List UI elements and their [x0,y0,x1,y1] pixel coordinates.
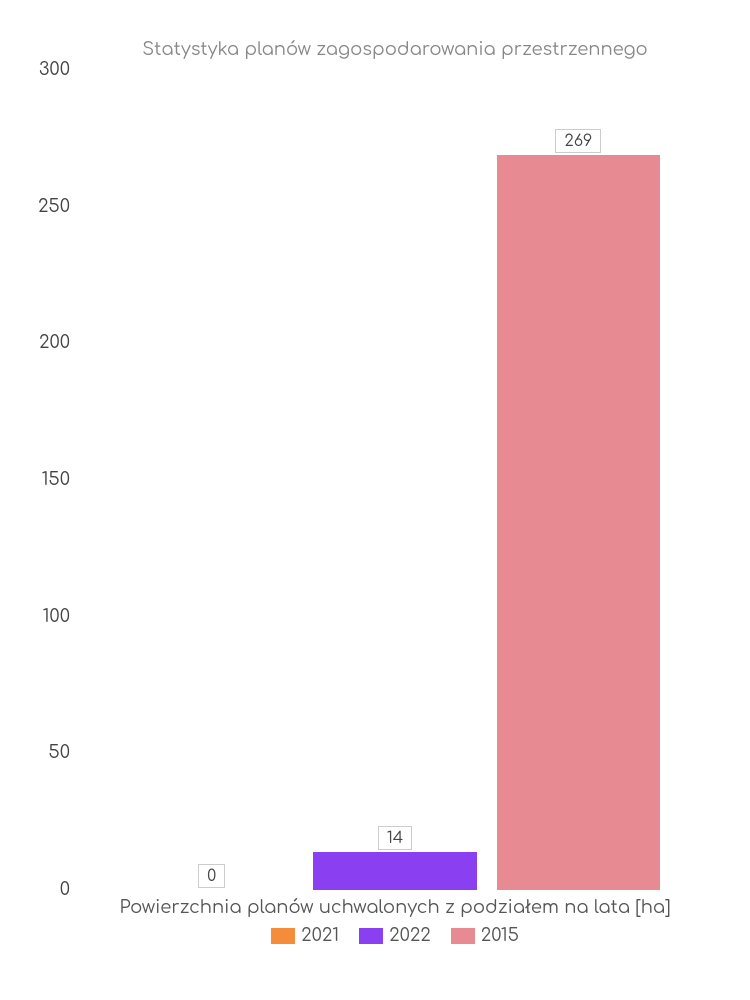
bar [313,852,476,890]
bar-slot: 0 [130,70,293,890]
legend-item: 2022 [359,926,431,946]
bar-value-label: 14 [378,826,412,850]
x-axis-label: Powierzchnia planów uchwalonych z podzia… [80,898,710,918]
y-tick: 0 [30,880,70,900]
chart-container: Statystyka planów zagospodarowania przes… [0,0,750,1000]
y-axis: 050100150200250300 [30,70,70,890]
legend-item: 2015 [451,926,519,946]
legend-item: 2021 [271,926,339,946]
chart-title: Statystyka planów zagospodarowania przes… [80,40,710,60]
y-tick: 50 [30,743,70,763]
bar-slot: 14 [313,70,476,890]
legend-swatch [359,928,383,944]
legend-label: 2015 [481,926,519,946]
legend-swatch [271,928,295,944]
bar-value-label: 269 [555,129,601,153]
y-tick: 200 [30,333,70,353]
plot-area: 050100150200250300 014269 [80,70,710,890]
legend-swatch [451,928,475,944]
bars-area: 0 14 269 [80,70,710,890]
y-tick: 250 [30,197,70,217]
legend: 2021 2022 2015 [80,926,710,946]
y-tick: 300 [30,60,70,80]
y-tick: 100 [30,607,70,627]
legend-label: 2021 [301,926,339,946]
bar [497,155,660,890]
bar-value-label: 0 [198,864,225,888]
bar-slot: 269 [497,70,660,890]
y-tick: 150 [30,470,70,490]
legend-label: 2022 [389,926,431,946]
